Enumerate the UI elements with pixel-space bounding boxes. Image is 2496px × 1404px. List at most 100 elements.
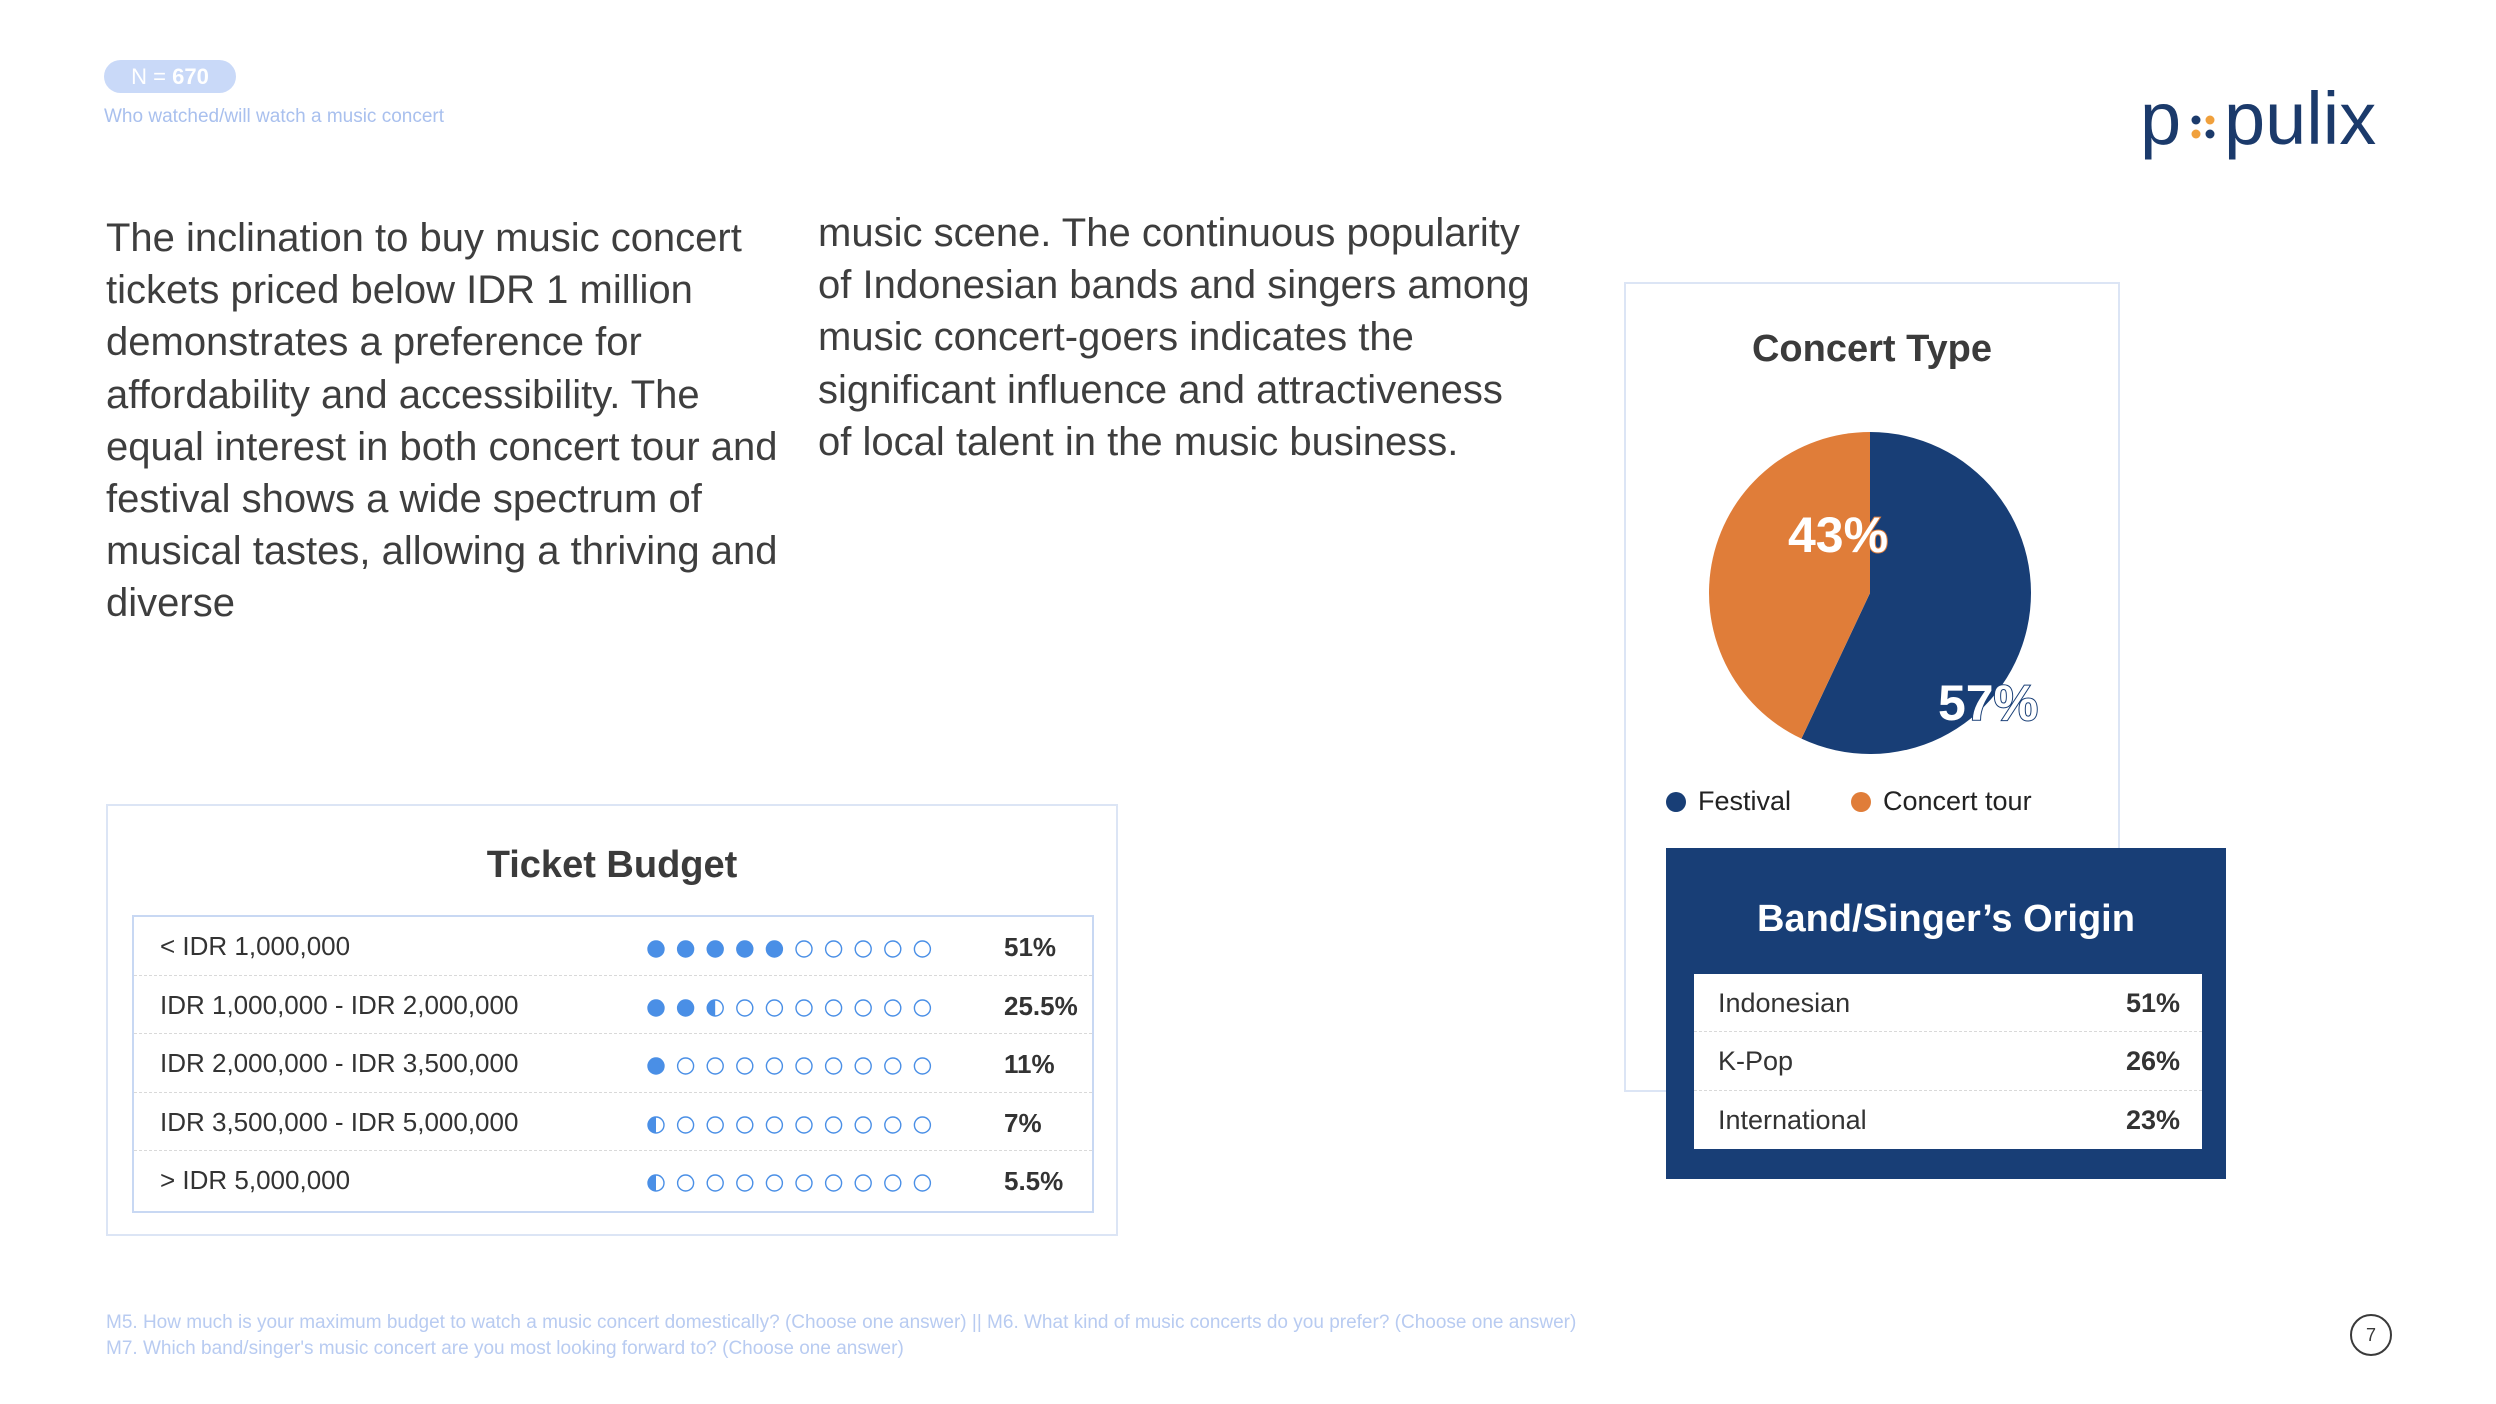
logo-wordmark-p: p: [2140, 86, 2181, 160]
dot-empty: [676, 1057, 695, 1075]
budget-dot-scale: [647, 1057, 932, 1075]
dot-empty: [824, 1174, 843, 1193]
dot-empty: [706, 1174, 724, 1193]
origin-row-label: International: [1718, 1104, 1867, 1135]
legend-item-concert-tour: Concert tour: [1851, 786, 2032, 816]
dot-empty: [884, 998, 902, 1017]
question-note-1: M5. How much is your maximum budget to w…: [106, 1312, 1577, 1333]
legend-swatch-concert-tour: [1851, 792, 1871, 812]
dot-empty: [913, 1057, 932, 1075]
budget-row-value: 5.5%: [1004, 1166, 1064, 1197]
dot-half-fill: [707, 999, 716, 1016]
dot-empty: [913, 1174, 932, 1193]
dot-empty: [765, 1174, 784, 1193]
budget-row-label: > IDR 5,000,000: [160, 1165, 351, 1196]
insight-text-column-2: music scene. The continuous popularity o…: [818, 211, 1530, 464]
budget-row: < IDR 1,000,000 51%: [134, 917, 1092, 976]
dot-empty: [736, 1174, 754, 1193]
dot-empty: [854, 1116, 872, 1134]
budget-row-value: 51%: [1004, 932, 1057, 962]
dot-empty: [854, 998, 872, 1017]
budget-dot-scale: [647, 940, 932, 958]
pie-slice-festival: [1801, 432, 2031, 754]
dot-filled: [765, 940, 784, 958]
dot-empty: [824, 1057, 843, 1075]
dot-empty: [736, 1116, 754, 1134]
dot-empty: [884, 1057, 902, 1075]
budget-dot-scale: [647, 1116, 932, 1134]
origin-row-value: 23%: [2125, 1104, 2180, 1135]
budget-row-label: < IDR 1,000,000: [160, 931, 351, 961]
legend-label-concert-tour: Concert tour: [1883, 786, 2032, 816]
populix-logo: p pulix: [2140, 86, 2376, 160]
origin-row-label: K-Pop: [1718, 1046, 1794, 1077]
legend-item-festival: Festival: [1666, 786, 1791, 816]
page-number: 7: [2350, 1314, 2392, 1356]
budget-row: IDR 1,000,000 - IDR 2,000,000 25.5%: [134, 976, 1092, 1035]
dot-half-fill: [648, 1175, 656, 1192]
dot-empty: [913, 998, 932, 1017]
insight-text-column-1: The inclination to buy music concert tic…: [106, 216, 778, 626]
band-origin-table: Indonesian 51% K-Pop 26% International 2…: [1694, 974, 2202, 1149]
ticket-budget-card: Ticket Budget < IDR 1,000,000 51% IDR 1,…: [106, 804, 1118, 1236]
pie-label-concert-tour: 43%: [1788, 507, 1888, 563]
dot-empty: [706, 1116, 724, 1134]
budget-row-value: 25.5%: [1004, 990, 1078, 1021]
dot-empty: [824, 998, 843, 1017]
dot-empty: [913, 1116, 932, 1134]
dot-empty: [765, 1116, 784, 1134]
dot-filled: [736, 940, 754, 958]
dot-filled: [647, 940, 665, 958]
dot-empty: [884, 1116, 902, 1134]
dot-empty: [736, 998, 754, 1017]
dot-empty: [884, 940, 902, 958]
ticket-budget-title: Ticket Budget: [486, 844, 738, 886]
budget-row-label: IDR 3,500,000 - IDR 5,000,000: [160, 1106, 519, 1137]
dot-filled: [676, 940, 695, 958]
dot-empty: [795, 1116, 813, 1134]
dot-empty: [795, 940, 813, 958]
dot-half-fill: [648, 1116, 656, 1133]
pie-slice-concert-tour: [1709, 432, 1870, 739]
band-origin-card: Band/Singer’s Origin Indonesian 51% K-Po…: [1666, 848, 2226, 1179]
budget-row-label: IDR 1,000,000 - IDR 2,000,000: [160, 989, 519, 1020]
budget-row-value: 11%: [1004, 1049, 1055, 1080]
legend-swatch-festival: [1666, 792, 1686, 812]
dot-empty: [765, 1057, 784, 1075]
logo-wordmark-rest: pulix: [2224, 86, 2376, 160]
dot-filled: [647, 998, 665, 1017]
budget-row: IDR 3,500,000 - IDR 5,000,000 7%: [134, 1093, 1092, 1152]
origin-row: Indonesian 51%: [1694, 974, 2202, 1033]
origin-row-label: Indonesian: [1718, 988, 1851, 1018]
budget-row: IDR 2,000,000 - IDR 3,500,000 11%: [134, 1034, 1092, 1093]
sample-size-label: N =: [131, 64, 173, 89]
dot-empty: [795, 1057, 813, 1075]
origin-row-value: 26%: [2125, 1046, 2180, 1077]
dot-empty: [706, 1057, 724, 1075]
budget-row-label: IDR 2,000,000 - IDR 3,500,000: [160, 1048, 519, 1079]
budget-dot-scale: [647, 998, 932, 1017]
dot-empty: [884, 1174, 902, 1193]
dot-filled: [676, 998, 695, 1017]
dot-empty: [795, 1174, 813, 1193]
logo-dots-icon: [2191, 115, 2215, 139]
dot-empty: [676, 1116, 695, 1134]
dot-filled: [647, 1057, 665, 1075]
pie-label-festival: 57%: [1938, 675, 2038, 731]
dot-empty: [854, 1057, 872, 1075]
dot-empty: [854, 1174, 872, 1193]
respondent-subtitle: Who watched/will watch a music concert: [104, 106, 445, 127]
sample-size-badge: N = 670: [104, 60, 236, 93]
sample-size-value: 670: [172, 64, 209, 89]
dot-empty: [854, 940, 872, 958]
origin-row: International 23%: [1694, 1091, 2202, 1149]
question-note-2: M7. Which band/singer's music concert ar…: [106, 1338, 904, 1359]
budget-row-value: 7%: [1004, 1107, 1042, 1138]
dot-empty: [765, 998, 784, 1017]
dot-filled: [706, 940, 724, 958]
band-origin-title: Band/Singer’s Origin: [1757, 898, 2135, 940]
legend-label-festival: Festival: [1698, 786, 1792, 816]
concert-type-title: Concert Type: [1751, 328, 1992, 370]
concert-type-pie-chart: 43% 57%: [1709, 432, 2039, 754]
dot-empty: [736, 1057, 754, 1075]
